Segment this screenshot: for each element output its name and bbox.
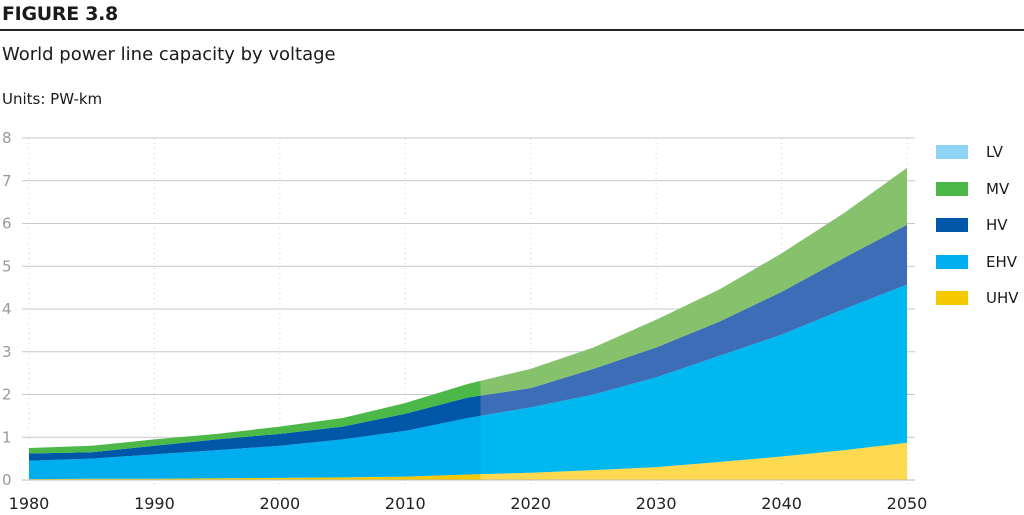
area-hv-projection bbox=[480, 224, 907, 416]
y-tick-label: 0 bbox=[2, 471, 12, 489]
y-tick-label: 7 bbox=[2, 172, 12, 190]
y-tick-label: 2 bbox=[2, 386, 12, 404]
chart-title: World power line capacity by voltage bbox=[2, 44, 336, 65]
legend-item-uhv: UHV bbox=[936, 280, 1019, 317]
y-tick-label: 8 bbox=[2, 129, 12, 147]
legend-swatch bbox=[936, 145, 968, 160]
x-tick-label: 2050 bbox=[887, 494, 928, 513]
x-tick-label: 2000 bbox=[259, 494, 300, 513]
figure-label: FIGURE 3.8 bbox=[2, 3, 118, 25]
y-tick-label: 6 bbox=[2, 215, 12, 233]
area-uhv-historical bbox=[29, 474, 481, 480]
legend-swatch bbox=[936, 254, 968, 269]
legend-label: HV bbox=[986, 216, 1008, 235]
area-hv-historical bbox=[29, 395, 481, 461]
legend: LV MV HV EHV UHV bbox=[936, 134, 1019, 317]
y-tick-label: 4 bbox=[2, 300, 12, 318]
area-ehv-historical bbox=[29, 415, 481, 480]
header-rule bbox=[0, 29, 1024, 31]
legend-label: MV bbox=[986, 179, 1010, 198]
legend-item-mv: MV bbox=[936, 171, 1019, 208]
area-mv-projection bbox=[480, 167, 907, 396]
legend-item-hv: HV bbox=[936, 207, 1019, 244]
legend-label: LV bbox=[986, 143, 1003, 162]
x-tick-label: 2010 bbox=[385, 494, 426, 513]
legend-swatch bbox=[936, 181, 968, 196]
y-tick-label: 5 bbox=[2, 257, 12, 275]
legend-swatch bbox=[936, 218, 968, 233]
units-label: Units: PW-km bbox=[2, 90, 103, 108]
x-tick-label: 1980 bbox=[9, 494, 50, 513]
x-tick-label: 2030 bbox=[636, 494, 677, 513]
x-tick-label: 2020 bbox=[510, 494, 551, 513]
legend-label: EHV bbox=[986, 252, 1018, 271]
area-uhv-projection bbox=[480, 442, 907, 480]
legend-swatch bbox=[936, 291, 968, 306]
x-tick-label: 1990 bbox=[134, 494, 175, 513]
legend-label: UHV bbox=[986, 289, 1019, 308]
y-tick-label: 1 bbox=[2, 428, 12, 446]
x-tick-label: 2040 bbox=[761, 494, 802, 513]
y-tick-label: 3 bbox=[2, 343, 12, 361]
legend-item-ehv: EHV bbox=[936, 244, 1019, 281]
area-ehv-projection bbox=[480, 284, 907, 475]
legend-item-lv: LV bbox=[936, 134, 1019, 171]
